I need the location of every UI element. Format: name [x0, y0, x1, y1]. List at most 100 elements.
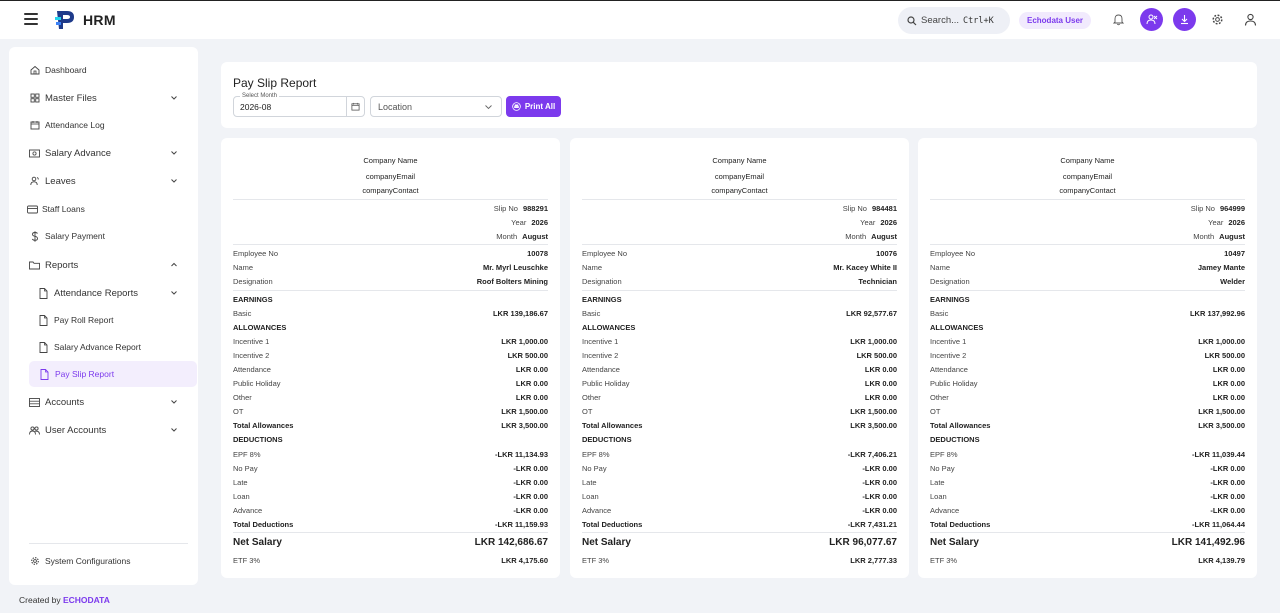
- row-label: Employee No: [233, 249, 279, 258]
- row-basic: Basic LKR 139,186.67: [233, 309, 548, 320]
- row-label: Incentive 1: [233, 337, 270, 346]
- row-incentive2: Incentive 2 LKR 500.00: [930, 351, 1245, 362]
- sidebar-item-leaves[interactable]: Leaves: [9, 168, 198, 194]
- row-label: Late: [233, 478, 248, 487]
- menu-icon[interactable]: [24, 13, 38, 25]
- row-incentive1: Incentive 1 LKR 1,000.00: [233, 337, 548, 348]
- sidebar-item-reports[interactable]: Reports: [9, 252, 198, 278]
- row-loan: Loan -LKR 0.00: [582, 492, 897, 503]
- row-value: -LKR 11,039.44: [1192, 450, 1245, 459]
- meta-value: August: [522, 232, 548, 241]
- divider: [233, 532, 548, 533]
- row-value: LKR 0.00: [1212, 365, 1245, 374]
- row-value: -LKR 11,064.44: [1192, 520, 1245, 529]
- row-label: Total Allowances: [582, 421, 643, 430]
- month-picker[interactable]: Select Month 2026-08: [233, 92, 365, 117]
- month-picker-value[interactable]: 2026-08: [240, 102, 272, 112]
- row-total-deductions: Total Deductions -LKR 11,159.93: [233, 520, 548, 531]
- row-label: Loan: [233, 492, 250, 501]
- sidebar-item-accounts[interactable]: Accounts: [9, 389, 198, 415]
- section-earnings: EARNINGS: [582, 295, 622, 304]
- sidebar-item-label: User Accounts: [45, 424, 107, 436]
- sidebar-item-salary-payment[interactable]: Salary Payment: [9, 223, 198, 249]
- slip-meta-year: Year 2026: [511, 218, 548, 227]
- printer-icon: [512, 102, 521, 111]
- sidebar-item-label: System Configurations: [45, 556, 131, 566]
- row-ot: OT LKR 1,500.00: [233, 407, 548, 418]
- search-button[interactable]: Search... Ctrl+K: [898, 7, 1010, 34]
- meta-label: Slip No: [842, 204, 867, 213]
- file-icon: [38, 314, 49, 326]
- sidebar-item-dashboard[interactable]: Dashboard: [9, 57, 198, 83]
- row-label: Attendance: [930, 365, 968, 374]
- sidebar-item-salary-advance[interactable]: Salary Advance: [9, 140, 198, 166]
- row-value: LKR 0.00: [515, 365, 548, 374]
- row-epf: EPF 8% -LKR 11,134.93: [233, 450, 548, 461]
- row-incentive1: Incentive 1 LKR 1,000.00: [582, 337, 897, 348]
- sidebar-item-system-configurations[interactable]: System Configurations: [9, 548, 198, 574]
- location-select[interactable]: Location: [370, 96, 502, 117]
- bell-icon[interactable]: [1111, 12, 1126, 27]
- row-value: LKR 0.00: [515, 393, 548, 402]
- cash-icon: [29, 148, 40, 159]
- row-label: No Pay: [582, 464, 607, 473]
- row-label: Late: [930, 478, 945, 487]
- sidebar-item-master-files[interactable]: Master Files: [9, 85, 198, 111]
- company-contact: companyContact: [362, 186, 419, 195]
- sidebar-item-attendance-log[interactable]: Attendance Log: [9, 112, 198, 138]
- row-value: Roof Bolters Mining: [476, 277, 548, 286]
- row-employee-no: Employee No 10497: [930, 249, 1245, 260]
- file-icon: [38, 341, 49, 353]
- sidebar-item-staff-loans[interactable]: Staff Loans: [9, 196, 198, 222]
- row-epf: EPF 8% -LKR 7,406.21: [582, 450, 897, 461]
- row-basic: Basic LKR 137,992.96: [930, 309, 1245, 320]
- row-advance: Advance -LKR 0.00: [582, 506, 897, 517]
- row-value: -LKR 0.00: [1210, 506, 1245, 515]
- row-label: Net Salary: [930, 537, 979, 548]
- profile-icon[interactable]: [1242, 11, 1258, 27]
- divider: [930, 290, 1245, 291]
- row-public-holiday: Public Holiday LKR 0.00: [930, 379, 1245, 390]
- slip-meta-month: Month August: [845, 232, 897, 241]
- meta-label: Year: [860, 218, 876, 227]
- section-earnings: EARNINGS: [233, 295, 273, 304]
- file-icon: [38, 287, 49, 299]
- sidebar-item-user-accounts[interactable]: User Accounts: [9, 417, 198, 443]
- logo[interactable]: HRM: [54, 9, 116, 31]
- sidebar-item-label: Leaves: [45, 175, 76, 187]
- footer-brand-link[interactable]: ECHODATA: [62, 595, 110, 605]
- gear-icon: [29, 556, 40, 567]
- row-value: LKR 1,500.00: [1198, 407, 1245, 416]
- print-all-button[interactable]: Print All: [506, 96, 561, 117]
- user-chip[interactable]: Echodata User: [1019, 12, 1092, 29]
- calendar-icon[interactable]: [346, 97, 364, 116]
- row-loan: Loan -LKR 0.00: [233, 492, 548, 503]
- sidebar-item-label: Attendance Log: [45, 120, 105, 130]
- download-icon[interactable]: [1173, 8, 1196, 31]
- gear-icon[interactable]: [1209, 11, 1225, 27]
- row-label: Other: [233, 393, 252, 402]
- sidebar-item-attendance-reports[interactable]: Attendance Reports: [9, 280, 198, 306]
- row-late: Late -LKR 0.00: [582, 478, 897, 489]
- company-name: Company Name: [363, 156, 418, 165]
- sidebar-item-label: Salary Advance Report: [54, 342, 141, 352]
- row-value: LKR 1,000.00: [1198, 337, 1245, 346]
- chevron-down-icon: [171, 96, 177, 100]
- row-label: Advance: [582, 506, 612, 515]
- row-label: Total Deductions: [582, 520, 643, 529]
- sidebar-item-salary-advance-report[interactable]: Salary Advance Report: [9, 334, 198, 360]
- report-header-card: Pay Slip Report Select Month 2026-08 Loc…: [221, 62, 1257, 128]
- row-label: OT: [233, 407, 244, 416]
- sidebar-item-pay-roll-report[interactable]: Pay Roll Report: [9, 307, 198, 333]
- row-label: Public Holiday: [582, 379, 630, 388]
- users-group-icon[interactable]: [1140, 8, 1163, 31]
- row-label: Incentive 2: [930, 351, 967, 360]
- company-email: companyEmail: [1062, 172, 1113, 181]
- sidebar-item-pay-slip-report[interactable]: Pay Slip Report: [29, 361, 197, 387]
- row-value: LKR 1,000.00: [850, 337, 897, 346]
- meta-value: 984481: [871, 204, 897, 213]
- row-value: -LKR 0.00: [862, 492, 897, 501]
- divider: [930, 244, 1245, 245]
- row-label: Basic: [930, 309, 949, 318]
- meta-label: Slip No: [493, 204, 518, 213]
